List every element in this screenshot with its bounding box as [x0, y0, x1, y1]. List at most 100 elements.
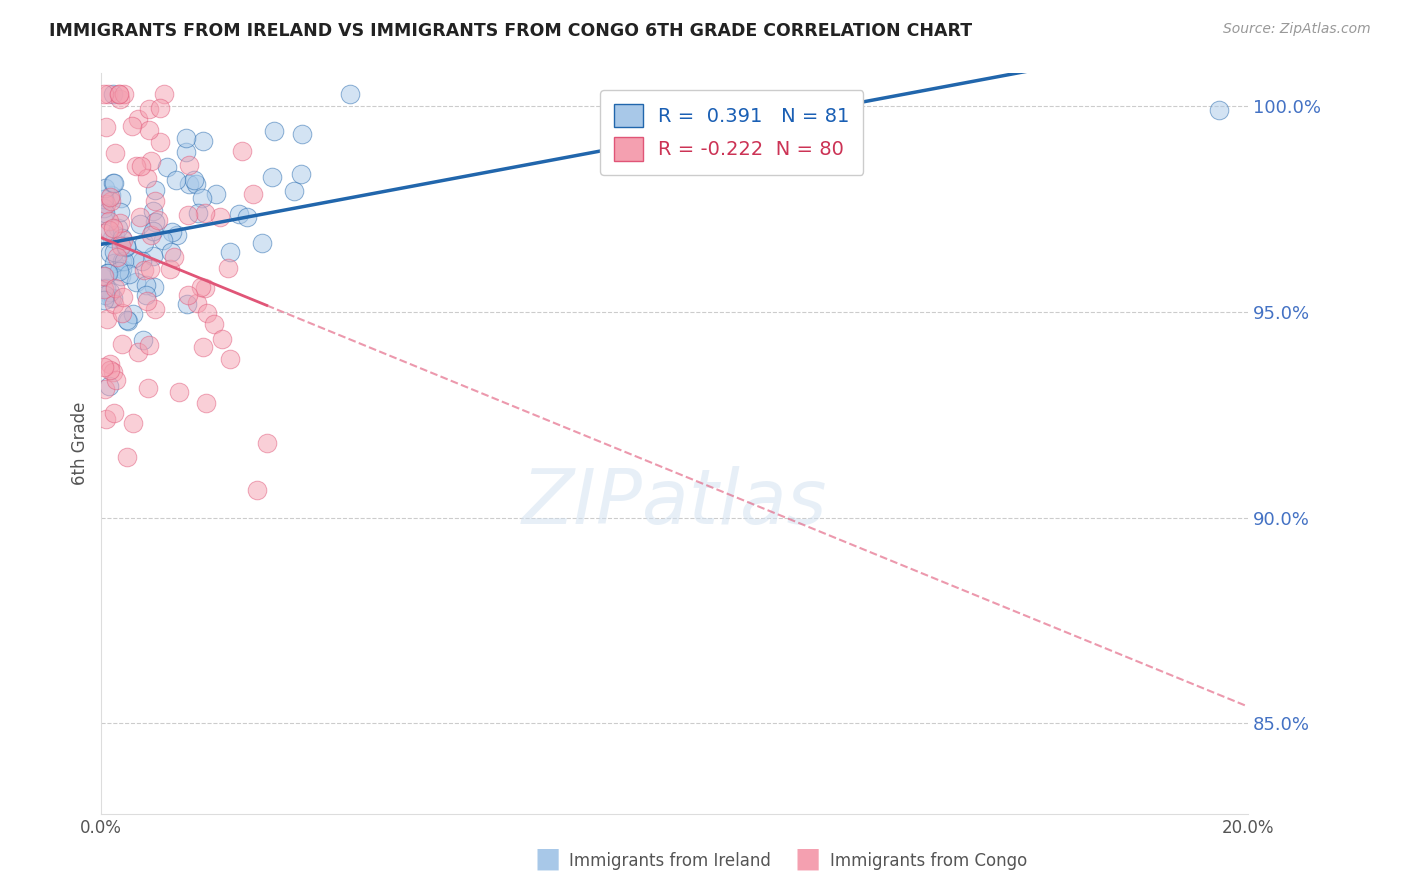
Point — [143, 215, 166, 229]
Point — [139, 227, 162, 242]
Point — [217, 260, 239, 275]
Point — [100, 230, 122, 244]
Point — [153, 87, 176, 101]
Point — [160, 225, 183, 239]
Point — [167, 385, 190, 400]
Point — [98, 357, 121, 371]
Point — [108, 216, 131, 230]
Point — [108, 92, 131, 106]
Point — [136, 381, 159, 395]
Point — [97, 266, 120, 280]
Point — [115, 450, 138, 465]
Point — [122, 307, 145, 321]
Point — [219, 352, 242, 367]
Point — [132, 333, 155, 347]
Point — [103, 365, 125, 379]
Point — [124, 251, 146, 265]
Point — [94, 196, 117, 211]
Point — [165, 173, 187, 187]
Text: ZIPatlas: ZIPatlas — [522, 466, 827, 540]
Point — [96, 281, 118, 295]
Point — [139, 262, 162, 277]
Point — [111, 254, 134, 268]
Point — [107, 87, 129, 101]
Point — [98, 222, 121, 236]
Point — [174, 130, 197, 145]
Point — [94, 412, 117, 426]
Point — [93, 269, 115, 284]
Point — [174, 145, 197, 160]
Point — [149, 102, 172, 116]
Point — [103, 255, 125, 269]
Point — [94, 120, 117, 135]
Point — [193, 134, 215, 148]
Point — [219, 245, 242, 260]
Point — [263, 123, 285, 137]
Point — [138, 103, 160, 117]
Point — [179, 177, 201, 191]
Point — [115, 240, 138, 254]
Point — [94, 382, 117, 396]
Point — [138, 122, 160, 136]
Point — [103, 245, 125, 260]
Point — [163, 250, 186, 264]
Point — [112, 253, 135, 268]
Point — [124, 159, 146, 173]
Point — [194, 206, 217, 220]
Point — [194, 281, 217, 295]
Point — [122, 416, 145, 430]
Point — [127, 112, 149, 126]
Point — [108, 264, 131, 278]
Point — [135, 293, 157, 308]
Point — [115, 313, 138, 327]
Point — [111, 306, 134, 320]
Point — [111, 261, 134, 276]
Point — [283, 185, 305, 199]
Point — [228, 207, 250, 221]
Point — [290, 167, 312, 181]
Point — [166, 227, 188, 242]
Point — [195, 306, 218, 320]
Point — [97, 87, 120, 101]
Point — [110, 191, 132, 205]
Point — [143, 301, 166, 316]
Point — [93, 202, 115, 216]
Point — [177, 288, 200, 302]
Point — [339, 87, 361, 101]
Point — [195, 396, 218, 410]
Point — [159, 261, 181, 276]
Point — [211, 332, 233, 346]
Point — [242, 186, 264, 201]
Point — [104, 281, 127, 295]
Point — [94, 288, 117, 302]
Point — [101, 291, 124, 305]
Point — [149, 135, 172, 149]
Point — [191, 191, 214, 205]
Point — [98, 214, 121, 228]
Point — [112, 233, 135, 247]
Point — [110, 268, 132, 283]
Point — [125, 275, 148, 289]
Point — [142, 249, 165, 263]
Point — [107, 221, 129, 235]
Point — [115, 239, 138, 253]
Point — [108, 204, 131, 219]
Point — [132, 262, 155, 277]
Point — [183, 173, 205, 187]
Point — [142, 279, 165, 293]
Point — [93, 87, 115, 101]
Point — [250, 235, 273, 250]
Point — [96, 312, 118, 326]
Point — [98, 246, 121, 260]
Point — [138, 337, 160, 351]
Point — [93, 359, 115, 374]
Point — [96, 266, 118, 280]
Point — [112, 290, 135, 304]
Point — [118, 267, 141, 281]
Point — [129, 217, 152, 231]
Point — [135, 278, 157, 293]
Point — [190, 280, 212, 294]
Point — [177, 208, 200, 222]
Point — [141, 204, 163, 219]
Point — [236, 211, 259, 225]
